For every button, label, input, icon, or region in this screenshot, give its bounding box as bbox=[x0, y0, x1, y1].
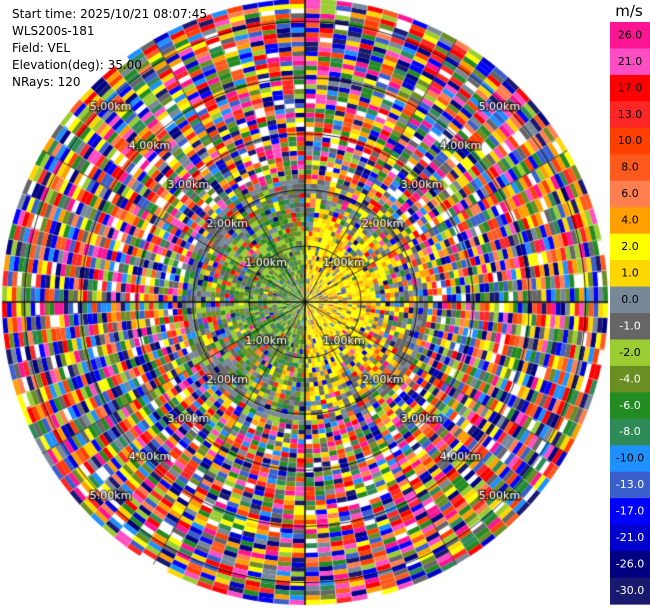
colorbar-tick-label: 4.0 bbox=[621, 214, 639, 227]
colorbar-swatch bbox=[610, 48, 650, 76]
colorbar-swatch bbox=[610, 339, 650, 367]
colorbar-swatch bbox=[610, 101, 650, 129]
colorbar-swatch bbox=[610, 498, 650, 526]
colorbar-tick-label: -8.0 bbox=[619, 425, 640, 438]
colorbar-swatch bbox=[610, 180, 650, 208]
colorbar-tick-label: 2.0 bbox=[621, 240, 639, 253]
start-time-label: Start time: 2025/10/21 08:07:45 bbox=[12, 7, 207, 21]
colorbar-swatch bbox=[610, 471, 650, 499]
elevation-label: Elevation(deg): 35.00 bbox=[12, 58, 142, 72]
colorbar-tick-label: 6.0 bbox=[621, 187, 639, 200]
colorbar-tick-label: -4.0 bbox=[619, 372, 640, 385]
colorbar-swatch bbox=[610, 74, 650, 102]
colorbar-swatch bbox=[610, 22, 650, 50]
colorbar-swatches bbox=[610, 22, 650, 605]
field-label: Field: VEL bbox=[12, 41, 71, 55]
colorbar-unit-label: m/s bbox=[615, 2, 643, 20]
colorbar-swatch bbox=[610, 524, 650, 552]
colorbar-tick-label: -2.0 bbox=[619, 346, 640, 359]
colorbar-tick-label: -6.0 bbox=[619, 399, 640, 412]
colorbar-swatch bbox=[610, 418, 650, 446]
colorbar-swatch bbox=[610, 127, 650, 155]
colorbar-swatch bbox=[610, 392, 650, 420]
colorbar-swatch bbox=[610, 577, 650, 605]
colorbar-swatch bbox=[610, 445, 650, 473]
colorbar-swatch bbox=[610, 313, 650, 341]
colorbar-swatch bbox=[610, 551, 650, 579]
colorbar-swatch bbox=[610, 286, 650, 314]
colorbar-tick-label: -30.0 bbox=[616, 584, 644, 597]
colorbar-tick-labels: 26.0 21.0 17.0 13.0 10.0 8.0 6.0 4.0 2.0 1.0 0.0 -1… bbox=[616, 28, 644, 597]
colorbar-tick-label: 0.0 bbox=[621, 293, 639, 306]
colorbar-tick-label: -10.0 bbox=[616, 452, 644, 465]
colorbar-tick-label: -1.0 bbox=[619, 319, 640, 332]
instrument-label: WLS200s-181 bbox=[12, 24, 95, 38]
colorbar-tick-label: 17.0 bbox=[618, 81, 643, 94]
colorbar-tick-label: -26.0 bbox=[616, 557, 644, 570]
colorbar-tick-label: 21.0 bbox=[618, 55, 643, 68]
scan-info-panel: Start time: 2025/10/21 08:07:45 WLS200s-… bbox=[12, 6, 207, 91]
nrays-label: NRays: 120 bbox=[12, 75, 81, 89]
colorbar-swatch bbox=[610, 154, 650, 182]
colorbar-tick-label: -13.0 bbox=[616, 478, 644, 491]
colorbar-swatch bbox=[610, 260, 650, 288]
colorbar-tick-label: 26.0 bbox=[618, 28, 643, 41]
colorbar-tick-label: 13.0 bbox=[618, 108, 643, 121]
colorbar-tick-label: 8.0 bbox=[621, 161, 639, 174]
colorbar-swatch bbox=[610, 207, 650, 235]
colorbar-tick-label: 10.0 bbox=[618, 134, 643, 147]
colorbar-tick-label: -17.0 bbox=[616, 505, 644, 518]
colorbar-swatch bbox=[610, 365, 650, 393]
colorbar-tick-label: -21.0 bbox=[616, 531, 644, 544]
colorbar-tick-label: 1.0 bbox=[621, 266, 639, 279]
colorbar-swatch bbox=[610, 233, 650, 261]
